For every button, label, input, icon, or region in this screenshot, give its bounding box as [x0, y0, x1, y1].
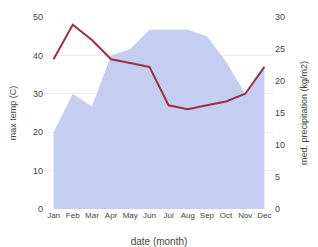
svg-text:50: 50: [33, 12, 43, 22]
svg-text:10: 10: [275, 140, 285, 150]
svg-text:Sep: Sep: [200, 211, 215, 220]
svg-text:Oct: Oct: [220, 211, 233, 220]
svg-text:30: 30: [33, 89, 43, 99]
svg-text:25: 25: [275, 44, 285, 54]
svg-text:Jan: Jan: [47, 211, 60, 220]
svg-text:Dec: Dec: [257, 211, 271, 220]
svg-text:Mar: Mar: [85, 211, 99, 220]
svg-text:0: 0: [38, 204, 43, 214]
svg-text:Feb: Feb: [66, 211, 80, 220]
svg-text:20: 20: [275, 76, 285, 86]
svg-text:Nov: Nov: [238, 211, 252, 220]
svg-text:Apr: Apr: [105, 211, 118, 220]
svg-text:Aug: Aug: [181, 211, 195, 220]
svg-text:30: 30: [275, 12, 285, 22]
svg-text:5: 5: [275, 172, 280, 182]
svg-text:max temp (C): max temp (C): [8, 86, 18, 141]
svg-text:med. precipitation (kg/m2): med. precipitation (kg/m2): [299, 61, 309, 165]
svg-text:0: 0: [275, 204, 280, 214]
svg-text:20: 20: [33, 127, 43, 137]
svg-text:May: May: [123, 211, 138, 220]
svg-text:10: 10: [33, 166, 43, 176]
svg-text:Jul: Jul: [163, 211, 173, 220]
svg-text:40: 40: [33, 51, 43, 61]
svg-text:Jun: Jun: [143, 211, 156, 220]
svg-text:date (month): date (month): [131, 236, 188, 247]
svg-text:15: 15: [275, 108, 285, 118]
